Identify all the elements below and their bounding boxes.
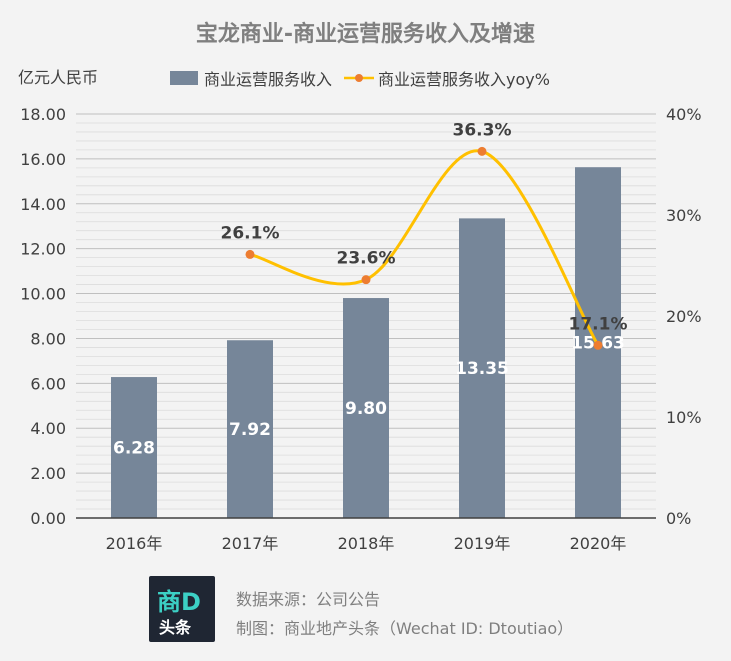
y-left-tick-label: 14.00 (20, 195, 66, 214)
yoy-data-label: 26.1% (221, 223, 280, 243)
x-tick-label: 2019年 (454, 534, 511, 553)
yoy-data-label: 36.3% (453, 120, 512, 140)
bar (343, 298, 389, 518)
x-tick-label: 2017年 (222, 534, 279, 553)
yoy-point (245, 249, 255, 259)
logo-text-top: 商 (157, 588, 181, 616)
bar (459, 218, 505, 518)
bar (111, 377, 157, 518)
legend-bar-swatch (170, 71, 198, 85)
chart-title: 宝龙商业-商业运营服务收入及增速 (195, 22, 536, 47)
yoy-data-label: 23.6% (337, 249, 396, 269)
legend-item-line: 商业运营服务收入yoy% (344, 66, 550, 90)
x-tick-label: 2020年 (570, 534, 627, 553)
yoy-series-line (249, 149, 600, 347)
y-axis-unit-label: 亿元人民币 (18, 68, 99, 87)
y-right-tick-label: 40% (666, 105, 702, 124)
y-right-tick-label: 10% (666, 408, 702, 427)
logo-text-accent: D (181, 588, 201, 616)
y-left-tick-label: 0.00 (30, 509, 66, 528)
yoy-point (593, 340, 603, 350)
bar-data-label: 13.35 (455, 359, 509, 379)
y-right-tick-label: 30% (666, 206, 702, 225)
yoy-data-label: 17.1% (569, 314, 628, 334)
yoy-point (477, 146, 487, 156)
x-tick-label: 2018年 (338, 534, 395, 553)
x-tick-label: 2016年 (106, 534, 163, 553)
y-left-tick-label: 2.00 (30, 464, 66, 483)
legend-item-bar: 商业运营服务收入 (170, 66, 332, 90)
bar-data-label: 9.80 (345, 399, 387, 419)
y-left-tick-label: 8.00 (30, 329, 66, 348)
y-left-tick-label: 18.00 (20, 105, 66, 124)
y-left-tick-label: 6.00 (30, 374, 66, 393)
bar-data-label: 6.28 (113, 439, 155, 459)
brand-logo: 商D 头条 (149, 576, 215, 642)
legend-line-label: 商业运营服务收入yoy% (378, 70, 550, 89)
logo-text-bottom: 头条 (159, 618, 192, 637)
y-left-tick-label: 10.00 (20, 285, 66, 304)
y-left-tick-label: 12.00 (20, 240, 66, 259)
bar-data-label: 7.92 (229, 420, 271, 440)
legend-line-swatch (344, 74, 374, 82)
y-left-tick-label: 4.00 (30, 419, 66, 438)
data-source-note: 数据来源：公司公告 (236, 590, 381, 609)
y-right-tick-label: 20% (666, 307, 702, 326)
y-right-tick-label: 0% (666, 509, 691, 528)
legend-bar-label: 商业运营服务收入 (204, 70, 333, 89)
yoy-point (361, 275, 371, 285)
bar (227, 340, 273, 518)
y-left-tick-label: 16.00 (20, 150, 66, 169)
credit-note: 制图：商业地产头条（Wechat ID: Dtoutiao） (236, 619, 574, 638)
